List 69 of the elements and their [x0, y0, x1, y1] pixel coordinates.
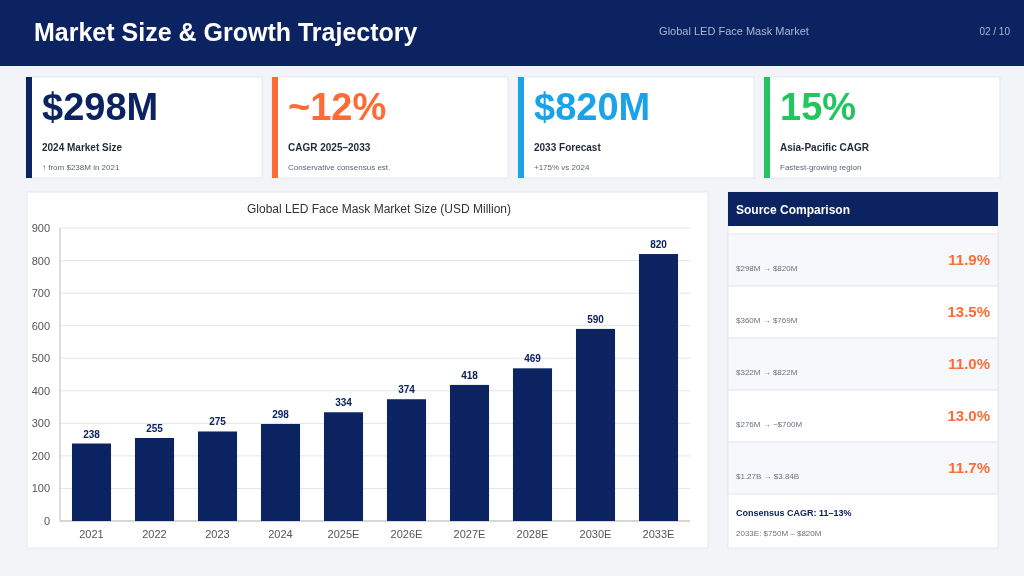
text: $298M → $820M — [736, 264, 798, 273]
y-tick-label: 500 — [31, 352, 50, 365]
data-label: 374 — [398, 384, 416, 396]
bar — [575, 328, 616, 521]
category-label: 15% — [780, 86, 857, 128]
x-tick-label: 2026E — [390, 528, 423, 540]
chart-title: Global LED Face Mask Market Size (USD Million) — [246, 202, 512, 216]
text: Consensus CAGR: 11–13% — [736, 508, 852, 518]
y-tick-label: 400 — [31, 384, 50, 397]
data-label: 334 — [335, 397, 353, 409]
text: $322M → $822M — [736, 368, 798, 377]
text: CAGR 2025–2033 — [288, 142, 371, 153]
data-label: 11.7% — [948, 459, 990, 476]
text: 02 / 10 — [979, 26, 1011, 37]
x-tick-label: 2027E — [453, 528, 486, 540]
text: $276M → ~$700M — [736, 420, 803, 429]
bar — [71, 443, 112, 521]
text: Market Size & Growth Trajectory — [34, 18, 418, 46]
bar — [197, 431, 238, 521]
bar — [386, 399, 427, 521]
data-label: 418 — [461, 369, 479, 381]
x-tick-label: 2030E — [579, 528, 612, 540]
data-label: 238 — [83, 428, 101, 440]
text: 2033E: $750M – $820M — [736, 529, 822, 538]
data-label: 298 — [272, 408, 290, 420]
data-label: 255 — [146, 422, 164, 434]
y-tick-label: 0 — [43, 515, 50, 527]
text: $1.27B → $3.84B — [736, 472, 800, 481]
bar — [449, 384, 490, 521]
text: Fastest-growing region — [780, 163, 862, 172]
text: Source Comparison — [736, 203, 851, 217]
bar — [512, 368, 553, 521]
x-tick-label: 2024 — [268, 528, 293, 540]
text: Global LED Face Mask Market — [659, 25, 809, 37]
data-label: 13.5% — [947, 303, 990, 320]
x-tick-label: 2023 — [205, 528, 230, 540]
bar — [260, 423, 301, 521]
data-label: 469 — [524, 353, 542, 365]
category-label: ~12% — [288, 86, 387, 128]
data-label: 275 — [209, 416, 227, 428]
y-tick-label: 200 — [31, 449, 50, 462]
category-label: $298M — [42, 86, 159, 128]
x-tick-label: 2028E — [516, 528, 549, 540]
y-tick-label: 900 — [31, 222, 50, 234]
y-tick-label: 700 — [31, 287, 50, 300]
category-label: $820M — [534, 86, 651, 128]
text: +175% vs 2024 — [534, 163, 590, 172]
bar — [638, 254, 679, 521]
y-tick-label: 100 — [31, 482, 50, 495]
y-tick-label: 600 — [31, 319, 50, 332]
bar — [323, 412, 364, 521]
y-tick-label: 800 — [31, 254, 50, 267]
text: $360M → $769M — [736, 316, 798, 325]
data-label: 11.9% — [948, 251, 990, 268]
x-tick-label: 2025E — [327, 528, 360, 540]
x-tick-label: 2022 — [142, 528, 167, 540]
data-label: 11.0% — [948, 355, 990, 372]
data-label: 590 — [587, 313, 605, 325]
data-label: 13.0% — [947, 407, 990, 424]
text: Conservative consensus est. — [288, 163, 391, 172]
text: ↑ from $238M in 2021 — [42, 163, 120, 172]
text: 2024 Market Size — [42, 142, 123, 153]
data-label: 820 — [650, 239, 668, 251]
text: 2033 Forecast — [534, 142, 602, 153]
y-tick-label: 300 — [31, 417, 50, 430]
x-tick-label: 2033E — [642, 528, 675, 540]
bar — [134, 437, 175, 521]
x-tick-label: 2021 — [79, 528, 104, 540]
text: Asia-Pacific CAGR — [780, 142, 870, 153]
